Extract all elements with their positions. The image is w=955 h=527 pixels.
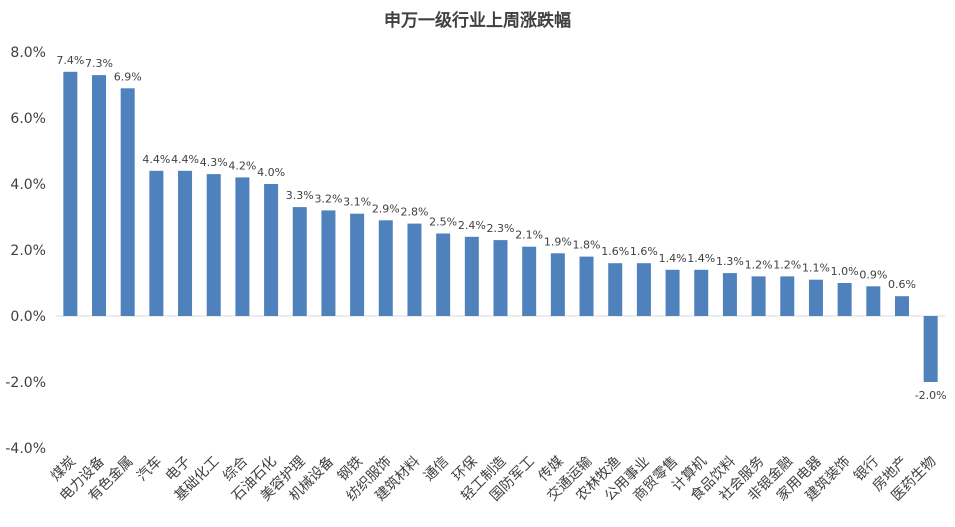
- bar: [292, 207, 307, 316]
- bar: [866, 286, 881, 316]
- data-label: 1.4%: [687, 252, 715, 265]
- data-label: 1.2%: [745, 258, 773, 271]
- bar: [407, 223, 422, 316]
- bar: [350, 213, 365, 316]
- bar: [894, 296, 909, 316]
- y-tick-label: -2.0%: [5, 375, 46, 391]
- data-label: 3.2%: [314, 192, 342, 205]
- data-label: 2.4%: [458, 219, 486, 232]
- data-label: 2.1%: [515, 229, 543, 242]
- bar: [608, 263, 623, 316]
- bar: [694, 269, 709, 316]
- data-label: 1.2%: [773, 258, 801, 271]
- y-tick-label: 4.0%: [10, 177, 46, 193]
- y-tick-label: -4.0%: [5, 441, 46, 457]
- data-label: 2.5%: [429, 216, 457, 229]
- y-tick-label: 0.0%: [10, 309, 46, 325]
- data-label: 1.4%: [659, 252, 687, 265]
- x-tick-labels-layer: 煤炭电力设备有色金属汽车电子基础化工综合石油石化美容护理机械设备钢铁纺织服饰建筑…: [48, 453, 939, 505]
- bar: [378, 220, 393, 316]
- data-label: 6.9%: [114, 70, 142, 83]
- data-label: 0.6%: [888, 278, 916, 291]
- x-tick-label: 汽车: [133, 453, 165, 485]
- bar: [751, 276, 766, 316]
- data-label: 2.3%: [487, 222, 515, 235]
- bar: [149, 170, 164, 316]
- data-label: 1.8%: [573, 239, 601, 252]
- bar: [780, 276, 795, 316]
- data-label: 1.6%: [601, 245, 629, 258]
- data-label: -2.0%: [915, 389, 947, 402]
- data-label: 1.9%: [544, 235, 572, 248]
- data-label: 4.4%: [142, 153, 170, 166]
- data-label: 1.3%: [716, 255, 744, 268]
- bar: [636, 263, 651, 316]
- bar: [321, 210, 336, 316]
- bar: [808, 279, 823, 316]
- bar: [63, 71, 78, 316]
- bar: [120, 88, 135, 316]
- data-label: 4.0%: [257, 166, 285, 179]
- bar: [206, 174, 221, 316]
- chart-title: 申万一级行业上周涨跌幅: [384, 11, 571, 31]
- data-label: 7.4%: [56, 54, 84, 67]
- data-label: 1.1%: [802, 262, 830, 275]
- bar: [235, 177, 250, 316]
- bar: [665, 269, 680, 316]
- data-label: 1.0%: [831, 265, 859, 278]
- data-label: 0.9%: [859, 268, 887, 281]
- bar: [923, 316, 938, 382]
- data-labels-layer: 7.4% 7.3%6.9%4.4% 4.4% 4.3% 4.2%4.0%3.3% 3.2%…: [56, 54, 946, 402]
- y-tick-label: 8.0%: [10, 45, 46, 61]
- bar: [178, 170, 193, 316]
- bar: [493, 240, 508, 316]
- data-label: 2.8%: [400, 206, 428, 219]
- data-label: 3.1%: [343, 196, 371, 209]
- bar: [464, 236, 479, 316]
- bar: [522, 246, 537, 316]
- x-tick-label: 通信: [421, 454, 452, 485]
- data-label: 1.6%: [630, 245, 658, 258]
- bar: [579, 256, 594, 316]
- data-label: 4.3%: [200, 156, 228, 169]
- y-tick-label: 2.0%: [10, 243, 46, 259]
- data-label: 7.3%: [85, 57, 113, 70]
- data-label: 3.3%: [286, 189, 314, 202]
- bar: [264, 184, 279, 316]
- bar: [436, 233, 451, 316]
- data-label: 2.9%: [372, 202, 400, 215]
- y-tick-label: 6.0%: [10, 111, 46, 127]
- bar: [550, 253, 565, 316]
- bar: [837, 283, 852, 316]
- bar: [722, 273, 737, 316]
- bar: [92, 75, 107, 316]
- data-label: 4.4%: [171, 153, 199, 166]
- data-label: 4.2%: [228, 159, 256, 172]
- bars-layer: [63, 71, 938, 382]
